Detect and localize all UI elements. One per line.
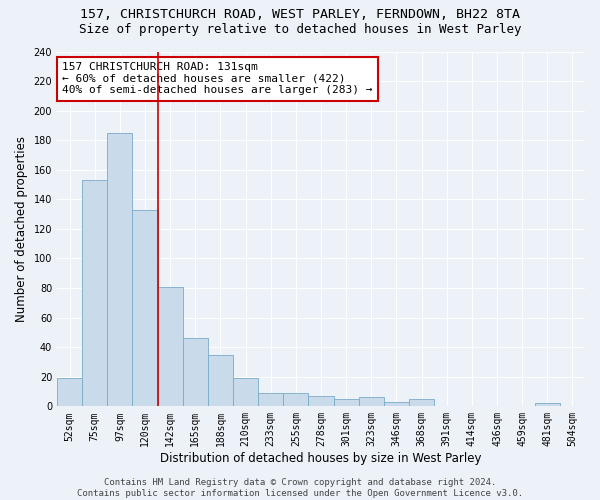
Bar: [283, 393, 308, 406]
Text: 157 CHRISTCHURCH ROAD: 131sqm
← 60% of detached houses are smaller (422)
40% of : 157 CHRISTCHURCH ROAD: 131sqm ← 60% of d…: [62, 62, 373, 96]
Bar: [384, 402, 409, 406]
Y-axis label: Number of detached properties: Number of detached properties: [15, 136, 28, 322]
Text: Contains HM Land Registry data © Crown copyright and database right 2024.
Contai: Contains HM Land Registry data © Crown c…: [77, 478, 523, 498]
Bar: [535, 404, 560, 406]
Bar: [133, 210, 158, 406]
Bar: [107, 133, 133, 406]
Bar: [208, 354, 233, 406]
X-axis label: Distribution of detached houses by size in West Parley: Distribution of detached houses by size …: [160, 452, 482, 465]
Bar: [409, 399, 434, 406]
Bar: [359, 398, 384, 406]
Bar: [183, 338, 208, 406]
Bar: [258, 393, 283, 406]
Bar: [158, 286, 183, 406]
Bar: [308, 396, 334, 406]
Text: Size of property relative to detached houses in West Parley: Size of property relative to detached ho…: [79, 22, 521, 36]
Bar: [57, 378, 82, 406]
Bar: [334, 399, 359, 406]
Text: 157, CHRISTCHURCH ROAD, WEST PARLEY, FERNDOWN, BH22 8TA: 157, CHRISTCHURCH ROAD, WEST PARLEY, FER…: [80, 8, 520, 20]
Bar: [82, 180, 107, 406]
Bar: [233, 378, 258, 406]
